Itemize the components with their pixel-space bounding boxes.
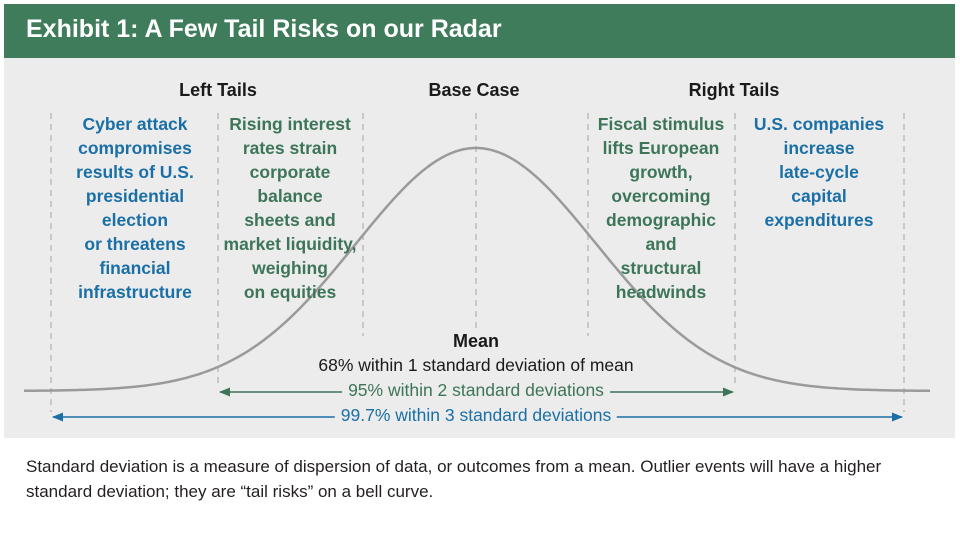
cyber-attack-risk: Cyber attack compromises results of U.S. pr… [76,114,194,302]
right-tails-label: Right Tails [688,80,780,100]
capex-risk: U.S. companies increase late-cycle capital … [753,114,885,230]
rising-interest-risk: Rising interest rates strain corporate bala… [223,114,357,302]
exhibit-title: Exhibit 1: A Few Tail Risks on our Radar [26,15,502,43]
left-tails-label: Left Tails [179,80,257,100]
bell-curve-line [23,146,931,393]
sd3-label: 99.7% within 3 standard deviations [334,405,618,426]
mean-label: Mean [452,331,500,351]
fiscal-stimulus-risk: Fiscal stimulus lifts European growth, over… [597,114,725,302]
sd1-label: 68% within 1 standard deviation of mean [316,355,636,376]
exhibit-card: Exhibit 1: A Few Tail Risks on our Radar [4,4,955,527]
footer-note: Standard deviation is a measure of dispe… [26,457,882,501]
base-case-label: Base Case [428,80,520,100]
bell-curve-diagram: Left Tails Base Case Right Tails Cyber a… [4,58,955,438]
exhibit-header: Exhibit 1: A Few Tail Risks on our Radar [4,4,955,58]
sd2-label: 95% within 2 standard deviations [342,380,610,401]
